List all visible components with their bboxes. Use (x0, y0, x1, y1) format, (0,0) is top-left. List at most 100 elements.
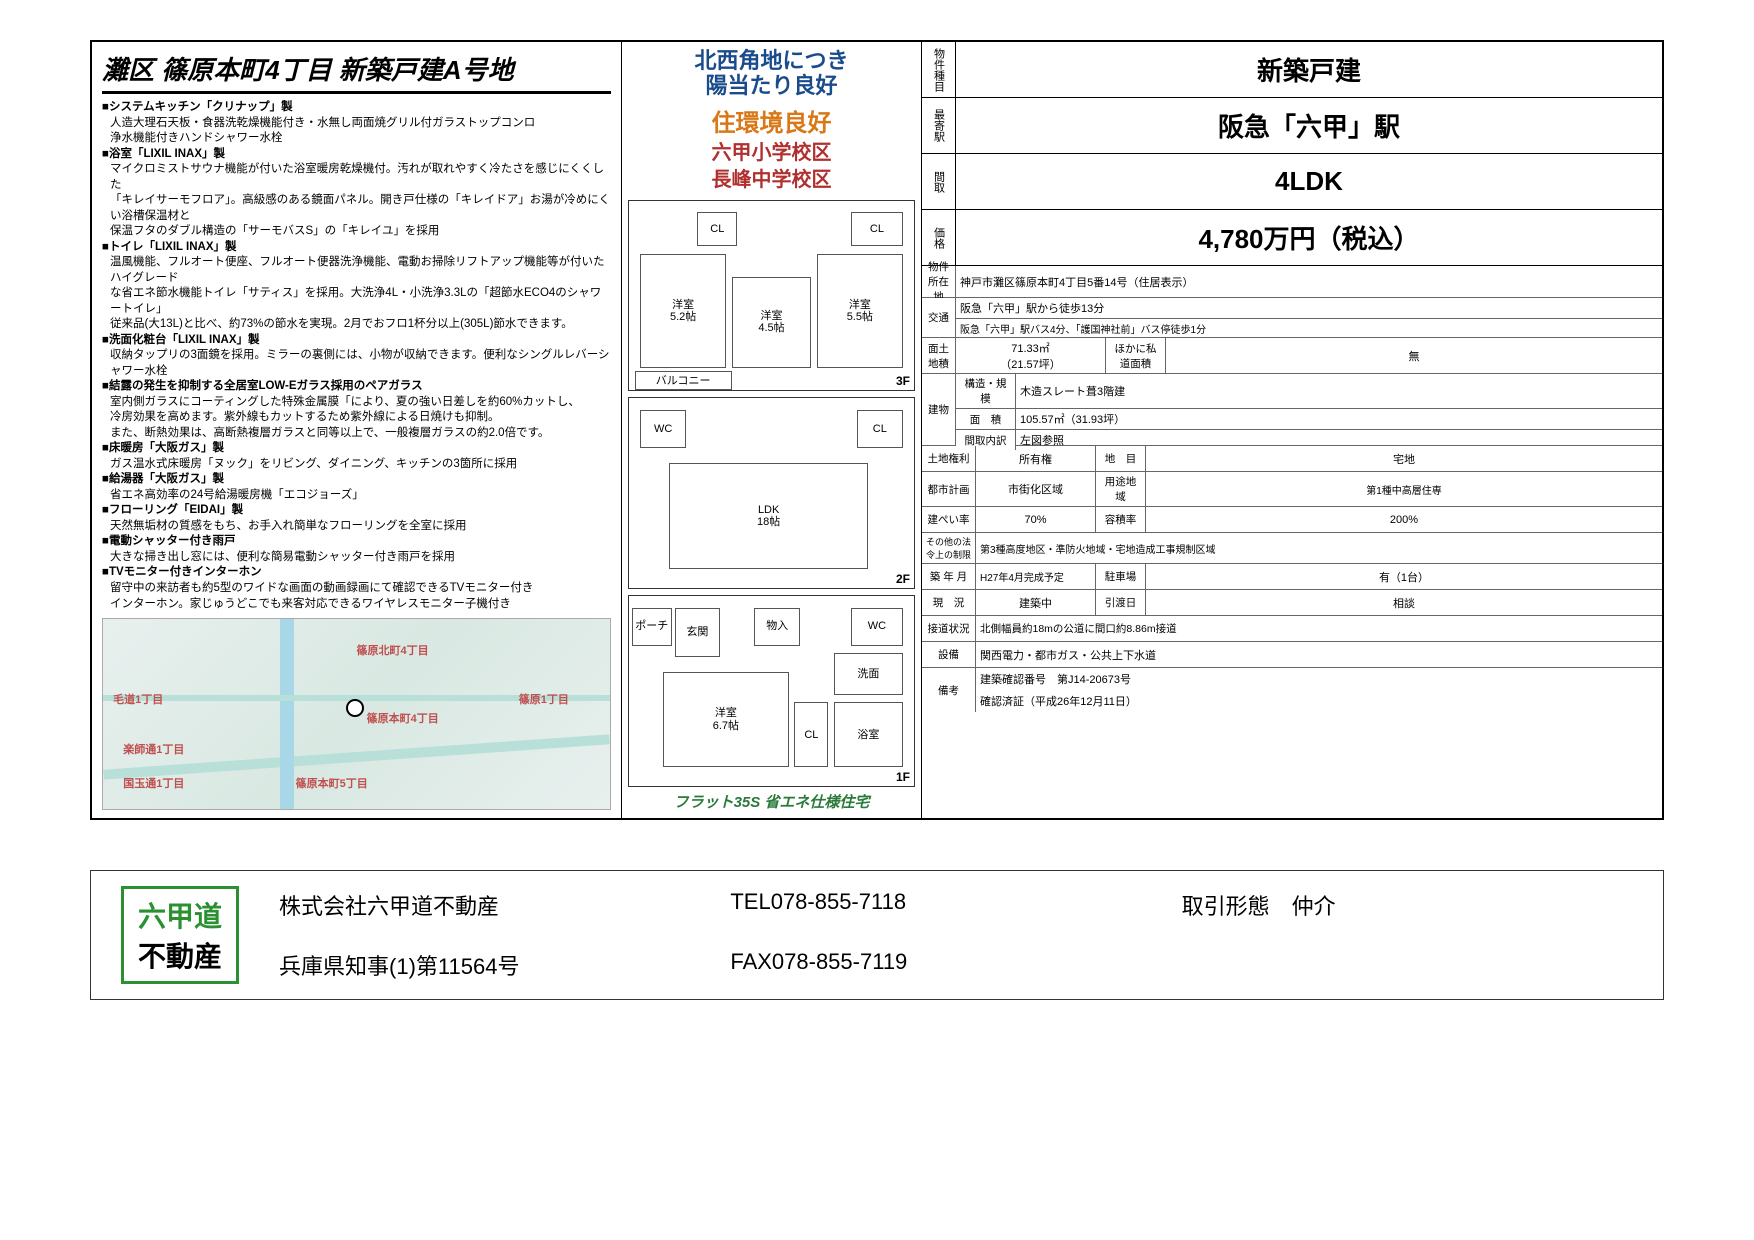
floor-label-3f: 3F (896, 374, 910, 388)
summary-row: 価格4,780万円（税込） (922, 210, 1662, 266)
spec-line: 室内側ガラスにコーティングした特殊金属膜「により、夏の強い日差しを約60%カット… (102, 395, 611, 411)
spec-heading: ■浴室「LIXIL INAX」製 (102, 147, 611, 163)
spec-line: インターホン。家じゅうどこでも来客対応できるワイヤレスモニター子機付き (102, 597, 611, 613)
fax: FAX078-855-7119 (730, 949, 1181, 981)
status-value: 建築中 (976, 590, 1096, 615)
spec-line: 人造大理石天板・食器洗乾燥機能付き・水無し両面焼グリル付ガラストップコンロ (102, 116, 611, 132)
room: CL (851, 212, 902, 246)
remarks-value-2: 確認済証（平成26年12月11日） (976, 690, 1662, 712)
spec-heading: ■TVモニター付きインターホン (102, 565, 611, 581)
license: 兵庫県知事(1)第11564号 (279, 949, 730, 981)
land-value: 71.33㎡ （21.57坪） (956, 338, 1106, 373)
room: ポーチ (632, 608, 672, 646)
logo-line-2: 不動産 (138, 935, 222, 975)
cityplan-value: 市街化区域 (976, 472, 1096, 506)
property-title: 灘区 篠原本町4丁目 新築戸建A号地 (102, 50, 611, 94)
headline-block: 北西角地につき 陽当たり良好 住環境良好 六甲小学校区 長峰中学校区 (694, 48, 848, 192)
facility-value: 関西電力・都市ガス・公共上下水道 (976, 642, 1662, 667)
road-value: 北側幅員約18mの公道に間口約8.86m接道 (976, 616, 1662, 641)
room: 洋室 6.7帖 (663, 672, 788, 767)
remarks-value-1: 建築確認番号 第J14-20673号 (976, 668, 1662, 690)
room: CL (857, 410, 903, 448)
spec-line: 省エネ高効率の24号給湯暖房機「エコジョーズ」 (102, 488, 611, 504)
floor-plans: 3F 洋室 5.2帖洋室 4.5帖洋室 5.5帖CLCLバルコニー 2F WCC… (628, 200, 915, 787)
floor-label-2f: 2F (896, 572, 910, 586)
room: 玄関 (675, 608, 721, 657)
spec-heading: ■電動シャッター付き雨戸 (102, 534, 611, 550)
access-label: 交通 (922, 298, 956, 337)
summary-value: 4,780万円（税込） (956, 210, 1662, 265)
spec-line: 浄水機能付きハンドシャワー水栓 (102, 131, 611, 147)
land-label: 面土地積 (922, 338, 956, 373)
summary-label: 間取 (922, 154, 956, 209)
room: WC (851, 608, 902, 646)
map-label: 毛道1丁目 (113, 691, 163, 707)
spec-heading: ■システムキッチン「クリナップ」製 (102, 100, 611, 116)
map-label: 楽師通1丁目 (123, 741, 184, 757)
floor-3f: 3F 洋室 5.2帖洋室 4.5帖洋室 5.5帖CLCLバルコニー (628, 200, 915, 392)
landright-value: 所有権 (976, 446, 1096, 471)
summary-row: 間取4LDK (922, 154, 1662, 210)
room: 洗面 (834, 653, 902, 695)
use-label: 用途地域 (1096, 472, 1146, 506)
summary-row: 物件種目新築戸建 (922, 42, 1662, 98)
summary-label: 価格 (922, 210, 956, 265)
floor-2f: 2F WCCLLDK 18帖 (628, 397, 915, 589)
spec-line: 大きな掃き出し窓には、便利な簡易電動シャッター付き雨戸を採用 (102, 550, 611, 566)
summary-value: 阪急「六甲」駅 (956, 98, 1662, 153)
yoseki-label: 容積率 (1096, 507, 1146, 532)
summary-value: 4LDK (956, 154, 1662, 209)
use-value: 第1種中高層住専 (1146, 472, 1662, 506)
map-label: 国玉通1丁目 (123, 775, 184, 791)
headline-2: 住環境良好 (694, 103, 848, 138)
handover-value: 相談 (1146, 590, 1662, 615)
transaction-role: 取引形態 仲介 (1182, 889, 1633, 921)
spec-heading: ■結露の発生を抑制する全居室LOW-Eガラス採用のペアガラス (102, 379, 611, 395)
spec-line: マイクロミストサウナ機能が付いた浴室暖房乾燥機付。汚れが取れやすく冷たさを感じに… (102, 162, 611, 193)
map-label: 篠原本町4丁目 (367, 710, 439, 726)
building-label: 建物 (922, 374, 956, 445)
structure-value: 木造スレート葺3階建 (1016, 374, 1662, 408)
map-label: 篠原1丁目 (519, 691, 569, 707)
structure-label: 構造・規模 (956, 374, 1016, 408)
spec-line: 収納タップリの3面鏡を採用。ミラーの裏側には、小物が収納できます。便利なシングル… (102, 348, 611, 379)
kenpei-value: 70% (976, 507, 1096, 532)
specifications-list: ■システムキッチン「クリナップ」製人造大理石天板・食器洗乾燥機能付き・水無し両面… (102, 100, 611, 612)
tel: TEL078-855-7118 (730, 889, 1181, 921)
address-value: 神戸市灘区篠原本町4丁目5番14号（住居表示） (956, 266, 1662, 297)
tagline: フラット35S 省エネ仕様住宅 (674, 791, 870, 812)
spec-line: 天然無垢材の質感をもち、お手入れ簡単なフローリングを全室に採用 (102, 519, 611, 535)
yoseki-value: 200% (1146, 507, 1662, 532)
floor-1f: 1F ポーチ玄関物入WC洗面洋室 6.7帖CL浴室 (628, 595, 915, 787)
room: 洋室 5.2帖 (640, 254, 726, 368)
map-label: 篠原本町5丁目 (296, 775, 368, 791)
spec-heading: ■トイレ「LIXIL INAX」製 (102, 240, 611, 256)
agency-footer: 六甲道 不動産 株式会社六甲道不動産 TEL078-855-7118 取引形態 … (90, 870, 1664, 1000)
map-label: 篠原北町4丁目 (357, 642, 429, 658)
summary-value: 新築戸建 (956, 42, 1662, 97)
listing-sheet: 灘区 篠原本町4丁目 新築戸建A号地 ■システムキッチン「クリナップ」製人造大理… (90, 40, 1664, 820)
room: CL (794, 702, 828, 767)
parking-value: 有（1台） (1146, 564, 1662, 589)
spec-line: 留守中の来訪者も約5型のワイドな画面の動画録画にて確認できるTVモニター付き (102, 581, 611, 597)
chimoku-value: 宅地 (1146, 446, 1662, 471)
room: 洋室 4.5帖 (732, 277, 812, 368)
spec-line: 保温フタのダブル構造の「サーモバスS」の「キレイユ」を採用 (102, 224, 611, 240)
road-label: 接道状況 (922, 616, 976, 641)
address-label: 物件所在地 (922, 266, 956, 297)
spec-heading: ■給湯器「大阪ガス」製 (102, 472, 611, 488)
access-value-1: 阪急「六甲」駅から徒歩13分 (956, 298, 1662, 319)
center-column: 北西角地につき 陽当たり良好 住環境良好 六甲小学校区 長峰中学校区 3F 洋室… (622, 42, 922, 818)
map-marker-icon (346, 699, 364, 717)
completion-value: H27年4月完成予定 (976, 564, 1096, 589)
location-map: 篠原北町4丁目毛道1丁目篠原本町4丁目 篠原1丁目楽師通1丁目国玉通1丁目 篠原本町… (102, 618, 611, 810)
summary-label: 最寄駅 (922, 98, 956, 153)
spec-line: な省エネ節水機能トイレ「サティス」を採用。大洗浄4L・小洗浄3.3Lの「超節水E… (102, 286, 611, 317)
other-value: 第3種高度地区・準防火地域・宅地造成工事規制区域 (976, 533, 1662, 563)
spec-line: 従来品(大13L)と比べ、約73%の節水を実現。2月でおフロ1杯分以上(305L… (102, 317, 611, 333)
handover-label: 引渡日 (1096, 590, 1146, 615)
spec-line: また、断熱効果は、高断熱複層ガラスと同等以上で、一般複層ガラスの約2.0倍です。 (102, 426, 611, 442)
spec-line: ガス温水式床暖房「ヌック」をリビング、ダイニング、キッチンの3箇所に採用 (102, 457, 611, 473)
floor-area-label: 面 積 (956, 409, 1016, 429)
logo-line-1: 六甲道 (138, 895, 222, 935)
